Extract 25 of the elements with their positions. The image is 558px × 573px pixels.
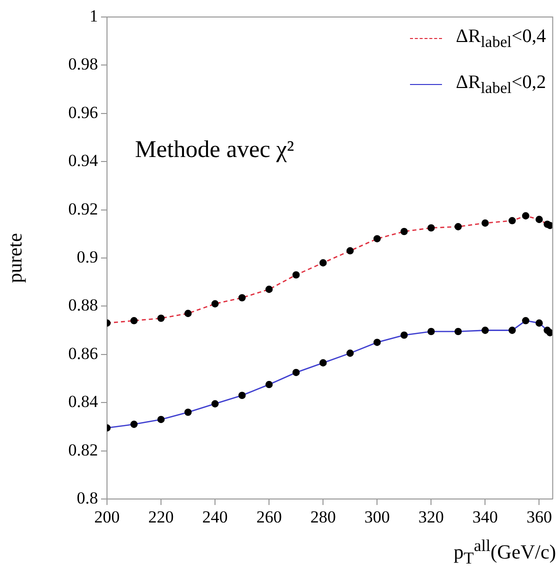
- x-tick-label: 360: [526, 508, 552, 527]
- annotation: Methode avec χ²: [135, 137, 294, 163]
- legend-label: ΔR$_{label}$<0,2: [456, 72, 546, 98]
- y-tick-label: 0.86: [68, 344, 98, 363]
- y-tick-label: 1: [90, 6, 98, 26]
- legend-label: ΔR$_{label}$<0,4: [456, 26, 546, 52]
- x-tick-label: 220: [148, 508, 174, 527]
- y-tick-label: 0.96: [68, 102, 98, 122]
- y-tick-label: 0.9: [76, 247, 98, 266]
- x-tick-label: 260: [256, 508, 282, 527]
- x-tick-label: 240: [202, 508, 228, 527]
- y-tick-label: 0.98: [68, 54, 98, 74]
- y-tick-label: 0.94: [68, 151, 98, 170]
- x-tick-label: 340: [472, 508, 498, 527]
- x-tick-label: 200: [94, 508, 120, 527]
- y-tick-label: 0.84: [68, 392, 98, 412]
- y-tick-label: 0.88: [68, 296, 98, 315]
- x-tick-label: 300: [364, 508, 390, 527]
- x-tick-label: 280: [310, 508, 336, 527]
- y-tick-label: 0.82: [68, 440, 98, 460]
- y-axis-title: purete: [4, 232, 26, 283]
- y-tick-label: 0.8: [76, 488, 98, 508]
- x-axis-title: p$_{T}$$^{all}$(GeV/c): [454, 536, 556, 569]
- y-tick-label: 0.92: [68, 199, 98, 218]
- x-tick-label: 320: [418, 508, 444, 527]
